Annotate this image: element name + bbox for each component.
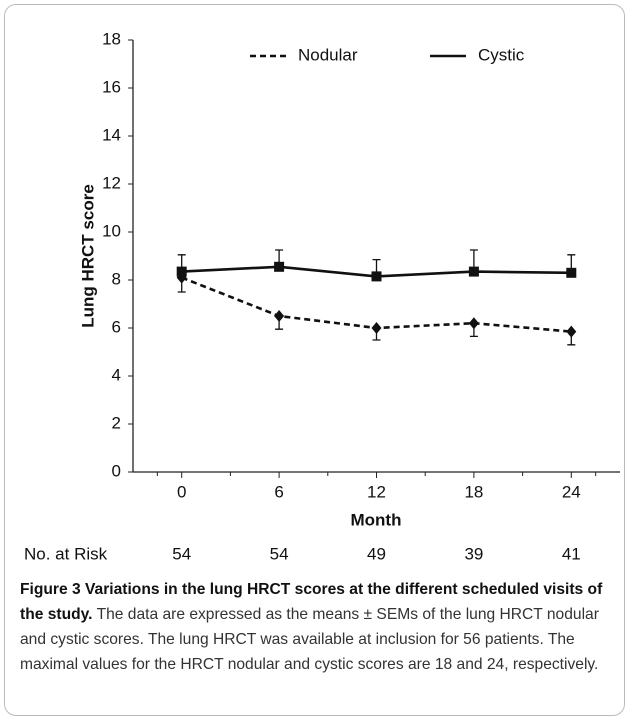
y-tick-label: 6 [112, 317, 121, 336]
marker [176, 266, 187, 277]
x-tick-label: 6 [274, 482, 283, 501]
caption-text: The data are expressed as the means ± SE… [20, 606, 599, 673]
at-risk-value: 54 [270, 544, 289, 563]
at-risk-value: 41 [562, 544, 581, 563]
marker [274, 310, 285, 322]
legend-label: Cystic [478, 45, 525, 64]
x-tick-label: 24 [562, 482, 581, 501]
marker [371, 322, 382, 334]
x-tick-label: 18 [464, 482, 483, 501]
caption: Figure 3 Variations in the lung HRCT sco… [20, 577, 616, 677]
marker [566, 267, 577, 278]
y-tick-label: 14 [102, 125, 121, 144]
y-tick-label: 8 [112, 269, 121, 288]
y-tick-label: 16 [102, 77, 121, 96]
marker [371, 271, 382, 282]
y-tick-label: 18 [102, 29, 121, 48]
y-tick-label: 12 [102, 173, 121, 192]
figure-frame [4, 4, 625, 716]
marker [468, 317, 479, 330]
y-axis-label: Lung HRCT score [78, 184, 97, 328]
marker [274, 261, 285, 272]
y-tick-label: 2 [112, 413, 121, 432]
at-risk-value: 49 [367, 544, 386, 563]
y-tick-label: 4 [112, 365, 121, 384]
at-risk-label: No. at Risk [24, 544, 108, 563]
caption-title: Figure 3 Variations in the lung HRCT sco… [20, 581, 603, 623]
at-risk-value: 54 [172, 544, 191, 563]
x-tick-label: 0 [177, 482, 186, 501]
marker [468, 266, 479, 277]
y-tick-label: 0 [112, 461, 121, 480]
marker [566, 325, 577, 338]
x-tick-label: 12 [367, 482, 386, 501]
x-axis-label: Month [351, 510, 402, 529]
y-tick-label: 10 [102, 221, 121, 240]
legend-label: Nodular [298, 45, 358, 64]
at-risk-value: 39 [464, 544, 483, 563]
